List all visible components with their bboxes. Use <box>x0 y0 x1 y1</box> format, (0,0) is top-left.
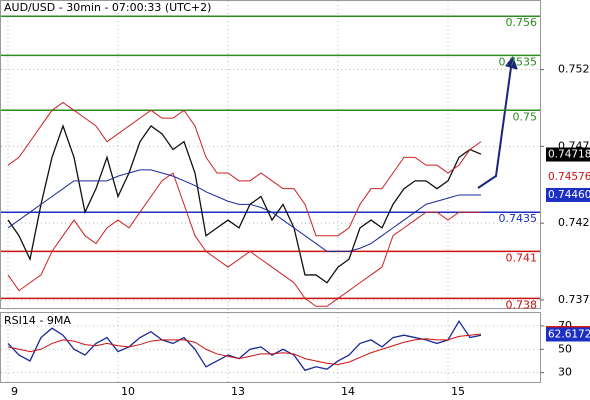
rsi-title: RSI14 - 9MA <box>4 314 71 327</box>
price-marker-label: 62.6172 <box>548 328 590 340</box>
level-label: 0.738 <box>506 298 538 311</box>
price-marker-label: 0.74576 <box>548 171 590 183</box>
price-marker-label: 0.74718 <box>548 149 590 161</box>
series-line <box>7 169 481 252</box>
y-tick-label: 30 <box>558 366 572 379</box>
forecast-arrowhead <box>505 56 518 70</box>
series-line <box>7 172 481 307</box>
x-tick-label: 13 <box>231 385 245 398</box>
chart-title: AUD/USD - 30min - 07:00:33 (UTC+2) <box>4 1 211 14</box>
level-label: 0.75 <box>513 110 538 123</box>
series-line <box>7 124 482 284</box>
price-marker-box <box>546 147 590 162</box>
y-tick-label: 0.7379 <box>558 293 590 306</box>
series-line <box>7 319 482 372</box>
price-marker-box <box>546 327 590 342</box>
forecast-arrow <box>477 59 513 189</box>
x-tick-label: 9 <box>11 385 18 398</box>
series-line <box>7 101 482 237</box>
level-label: 0.7435 <box>499 212 538 225</box>
level-label: 0.756 <box>506 16 538 29</box>
series-line <box>7 333 482 365</box>
level-label: 0.741 <box>506 251 538 264</box>
y-tick-label: 0.7526 <box>558 63 590 76</box>
x-tick-label: 15 <box>451 385 465 398</box>
price-panel <box>0 0 541 309</box>
price-marker-box <box>546 187 590 202</box>
y-tick-label: 50 <box>558 342 572 355</box>
price-marker-label: 0.74460 <box>548 189 590 201</box>
level-label: 0.7535 <box>499 55 538 68</box>
rsi-panel <box>0 312 541 383</box>
x-tick-label: 10 <box>121 385 135 398</box>
y-tick-label: 0.7428 <box>558 216 590 229</box>
x-tick-label: 14 <box>341 385 355 398</box>
